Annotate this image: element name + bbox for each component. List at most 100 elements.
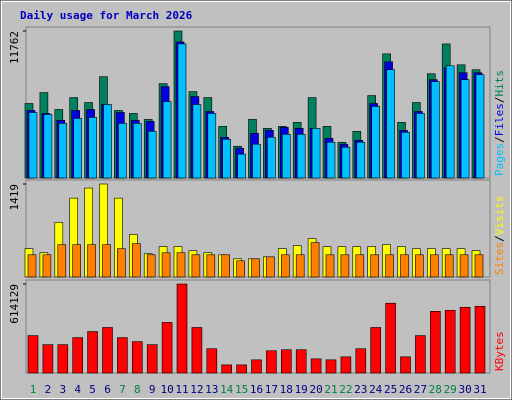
legend-separator: / [493,235,506,242]
x-tick-label: 7 [119,383,126,396]
bar [429,254,439,278]
bar [206,254,216,278]
bar [280,349,292,374]
bar [236,260,245,278]
bar [444,254,454,278]
x-tick-label: 4 [74,383,81,396]
bar [355,254,365,278]
x-tick-label: 23 [354,383,367,396]
bar [222,138,231,179]
bar [370,254,380,278]
bar [356,141,366,179]
bar [325,359,337,374]
x-tick-label: 3 [59,383,66,396]
bar [415,254,424,278]
bar [386,69,395,179]
bar [192,104,202,179]
bar [27,254,37,278]
x-tick-label: 12 [190,383,203,396]
bar [147,131,157,179]
bar [72,337,83,374]
y-tick-label: 1419 [8,184,21,211]
bar [385,302,396,374]
legend-entry: Visits [493,196,506,236]
bar [311,128,321,179]
x-tick-label: 18 [280,383,293,396]
bar [251,359,262,374]
bar [206,348,218,374]
bar [176,252,186,278]
bar [117,337,128,374]
bar [400,356,411,374]
bar [280,254,290,278]
x-tick-label: 20 [309,383,322,396]
bar [57,244,67,278]
bar [416,113,425,179]
bar [445,65,455,179]
bar [237,153,246,179]
bar [221,254,230,278]
x-tick-label: 8 [134,383,141,396]
legend-entry: Sites [493,242,506,275]
x-tick-label: 25 [384,383,397,396]
bar [87,331,98,374]
bar [236,364,247,374]
x-tick-label: 5 [89,383,96,396]
x-tick-label: 29 [444,383,457,396]
x-tick-label: 21 [324,383,337,396]
bar [252,143,261,179]
bar [132,243,141,278]
x-tick-label: 24 [369,383,383,396]
x-tick-label: 10 [160,383,173,396]
x-tick-label: 15 [235,383,248,396]
bar [87,244,96,278]
bar [370,327,382,374]
bar [118,123,127,179]
legend-separator: / [493,136,506,143]
bar [42,344,54,374]
bar [430,81,440,179]
bar [132,341,143,374]
legend: Pages/Files/Hits [493,70,506,176]
x-tick-label: 6 [104,383,111,396]
bar [72,244,81,278]
bar [267,136,276,179]
bar [401,132,410,179]
x-tick-label: 19 [295,383,308,396]
x-tick-label: 9 [149,383,156,396]
bar [117,248,126,278]
bar [103,104,112,179]
bar [474,254,484,278]
bar [102,244,111,278]
bar [133,123,142,179]
bar [460,79,470,179]
x-tick-label: 2 [45,383,52,396]
x-tick-label: 30 [458,383,471,396]
bar [146,344,158,374]
chart-title: Daily usage for March 2026 [20,9,193,22]
bar [27,335,39,374]
bar [371,106,381,179]
bar [475,74,485,179]
bar [341,146,351,179]
bar [191,327,203,374]
bar [295,254,305,278]
legend-entry: Files [493,103,506,136]
bar [42,254,52,278]
bar [43,114,53,179]
x-tick-label: 14 [220,383,234,396]
bar [340,254,350,278]
x-tick-label: 11 [175,383,188,396]
bar [161,322,173,374]
bar [191,254,201,278]
bar [295,349,307,374]
x-tick-label: 26 [399,383,412,396]
legend-separator: / [493,97,506,104]
bar [310,358,322,374]
x-tick-label: 27 [414,383,427,396]
bar [146,254,156,278]
bar [251,258,260,278]
